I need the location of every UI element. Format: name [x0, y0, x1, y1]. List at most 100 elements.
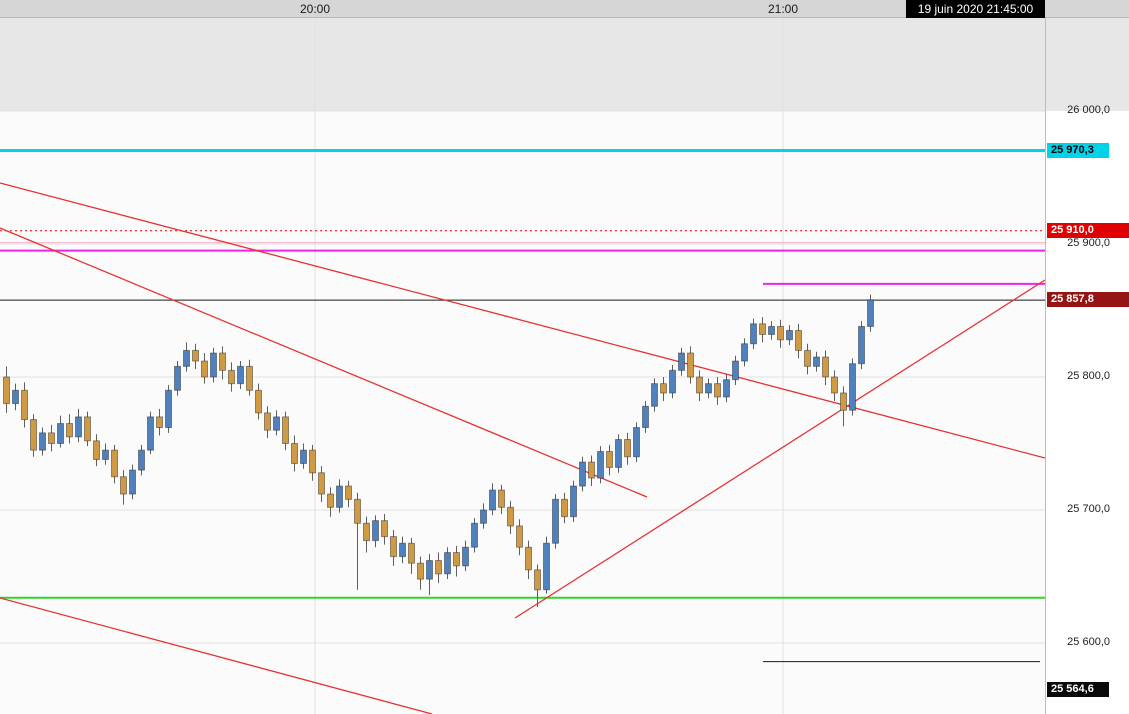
candle-body [507, 506, 514, 527]
candle-body [12, 389, 19, 405]
candle-body [111, 449, 118, 478]
candle-body [633, 427, 640, 458]
trend-line[interactable] [514, 279, 1045, 619]
candle-body [723, 379, 730, 398]
candle-body [21, 389, 28, 421]
candle-body [750, 323, 757, 345]
candle-body [615, 439, 622, 468]
candle-body [543, 542, 550, 591]
candle-body [777, 325, 784, 341]
candle-body [768, 325, 775, 335]
candle-body [498, 489, 505, 508]
candle-body [210, 352, 217, 378]
candle-body [93, 440, 100, 460]
candle-body [489, 489, 496, 511]
candle-body [570, 485, 577, 518]
time-axis-label: 21:00 [767, 2, 799, 16]
candle-body [147, 416, 154, 451]
candle-body [660, 383, 667, 394]
candle-body [840, 392, 847, 411]
candle-body [30, 419, 37, 451]
candle-body [183, 349, 190, 367]
candle-body [714, 383, 721, 398]
candle-body [255, 389, 262, 414]
candle-body [390, 536, 397, 558]
candle-body [174, 365, 181, 391]
trend-line[interactable] [0, 227, 648, 498]
candle-body [705, 383, 712, 394]
candle-body [453, 552, 460, 567]
price-tag[interactable]: 25 857,8 [1047, 292, 1129, 308]
price-axis-label: 25 700,0 [1067, 503, 1110, 515]
candle-body [246, 365, 253, 391]
candle-body [129, 469, 136, 495]
candle-body [219, 352, 226, 371]
candle-body [444, 552, 451, 575]
candle-body [534, 569, 541, 591]
candle-body [345, 485, 352, 500]
candle-body [327, 493, 334, 508]
price-axis-top-band [1046, 18, 1129, 111]
candle-body [336, 485, 343, 508]
price-axis-label: 25 800,0 [1067, 370, 1110, 382]
candle-body [759, 323, 766, 335]
candle-body [381, 520, 388, 538]
candle-body [849, 363, 856, 411]
candle-body [228, 369, 235, 385]
candle-body [165, 389, 172, 429]
price-tag[interactable]: 25 910,0 [1047, 222, 1129, 238]
time-axis-label: 20:00 [299, 2, 331, 16]
candle-body [102, 449, 109, 460]
candle-body [309, 449, 316, 474]
candle-body [462, 546, 469, 567]
trend-line[interactable] [0, 182, 1045, 459]
candle-body [597, 450, 604, 479]
candle-body [39, 432, 46, 451]
candle-body [525, 546, 532, 571]
candlestick-chart[interactable] [0, 18, 1045, 714]
candle-body [867, 299, 874, 327]
cursor-timestamp: 19 juin 2020 21:45:00 [906, 0, 1045, 18]
candle-body [687, 352, 694, 378]
candle-body [138, 449, 145, 471]
price-tag[interactable]: 25 970,3 [1047, 142, 1109, 158]
candle-body [642, 405, 649, 429]
candle-body [795, 329, 802, 351]
candle-body [822, 356, 829, 378]
candle-body [732, 360, 739, 381]
candle-body [264, 412, 271, 431]
price-axis-label: 25 900,0 [1067, 237, 1110, 249]
candle-body [480, 509, 487, 524]
candle-body [291, 443, 298, 464]
candle-body [624, 439, 631, 458]
candle-body [354, 498, 361, 524]
candle-body [120, 476, 127, 495]
candle-body [48, 432, 55, 444]
candle-body [273, 416, 280, 431]
plot-background [0, 18, 1045, 714]
candle-body [741, 343, 748, 362]
candle-body [786, 329, 793, 341]
candle-body [75, 416, 82, 438]
candle-body [696, 376, 703, 394]
candle-body [417, 562, 424, 580]
candle-body [606, 450, 613, 468]
candle-body [318, 472, 325, 495]
candle-body [156, 416, 163, 429]
plot-top-band [0, 18, 1045, 111]
candle-body [201, 360, 208, 378]
candle-body [435, 560, 442, 575]
candle-body [300, 449, 307, 464]
candle-body [408, 542, 415, 564]
candle-body [57, 423, 64, 444]
price-tag[interactable]: 25 564,6 [1047, 682, 1109, 698]
candle-body [426, 560, 433, 580]
trend-line[interactable] [0, 597, 433, 714]
candle-body [516, 525, 523, 548]
candle-body [588, 461, 595, 479]
candle-body [804, 349, 811, 367]
price-axis[interactable]: 26 000,0 25 900,0 25 800,0 25 700,0 25 600,0… [1045, 18, 1129, 714]
candle-body [192, 349, 199, 362]
candle-body [282, 416, 289, 444]
candle-body [399, 542, 406, 558]
